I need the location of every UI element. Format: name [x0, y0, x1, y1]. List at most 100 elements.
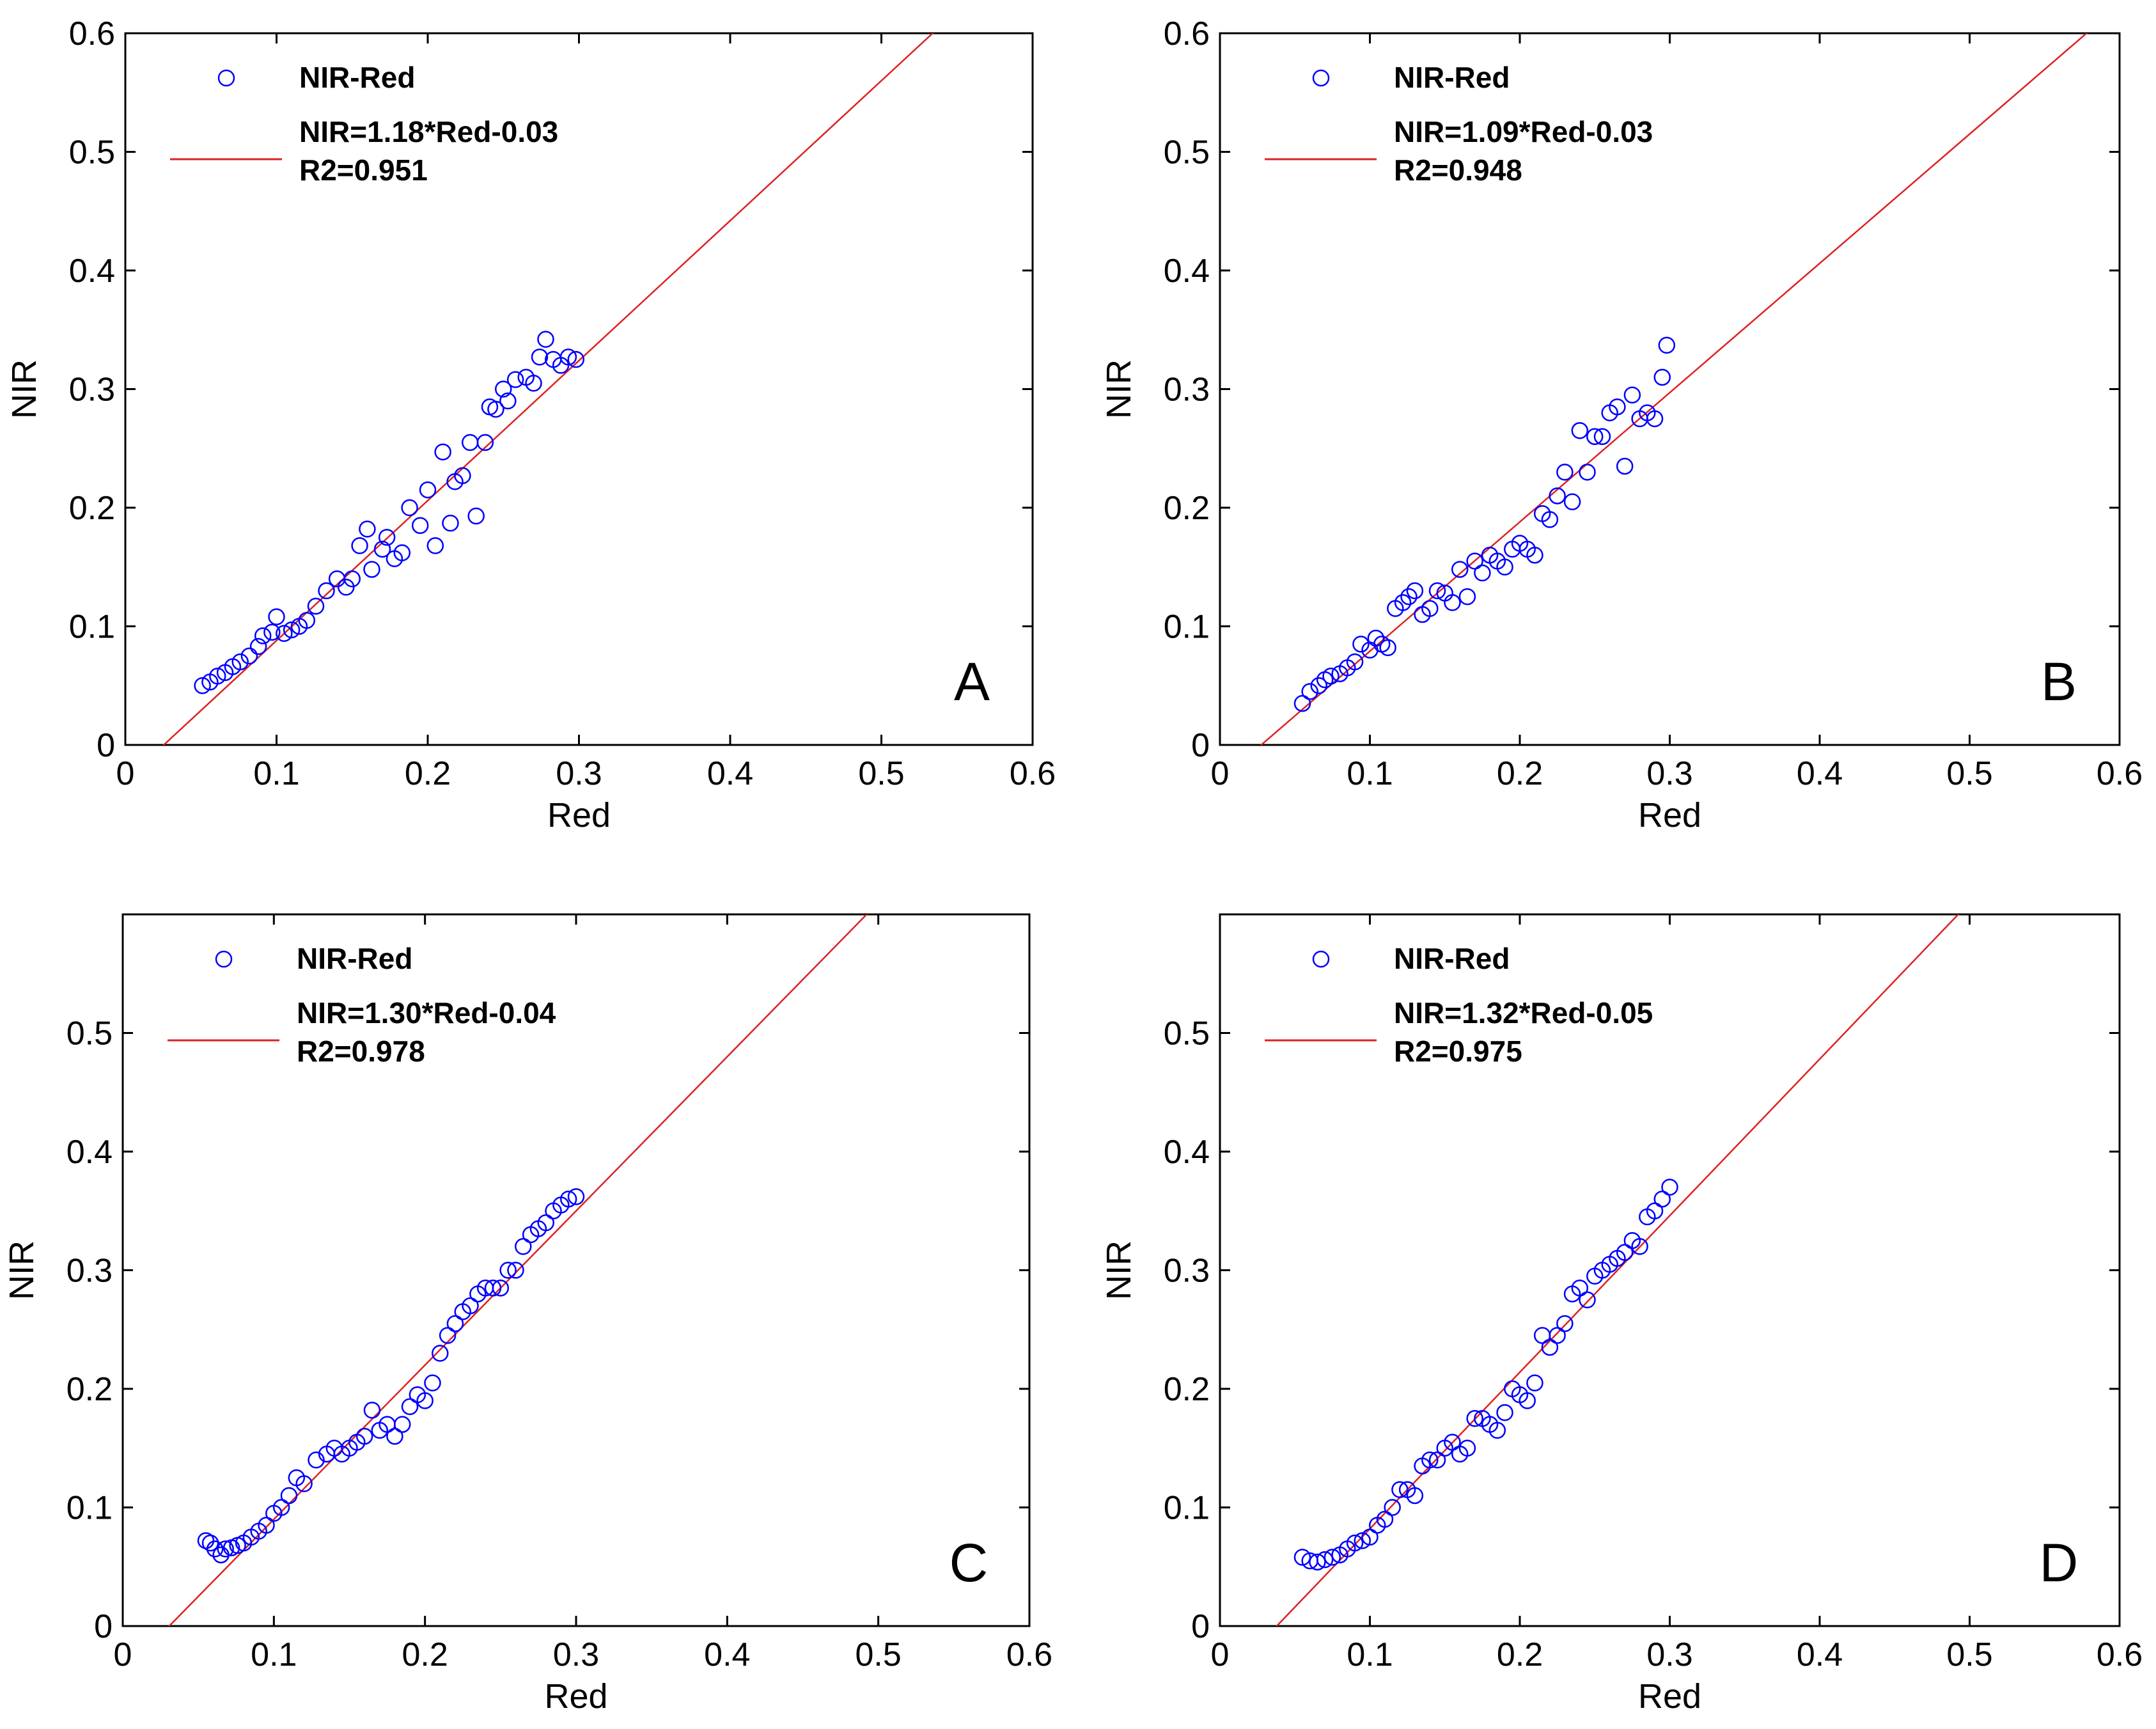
data-point: [531, 348, 549, 366]
x-tick-label: 0: [114, 1636, 132, 1673]
data-point: [194, 677, 211, 694]
data-point: [1458, 588, 1476, 606]
x-tick-label: 0.6: [1006, 1636, 1052, 1673]
data-point: [1556, 1315, 1574, 1333]
data-point: [1310, 677, 1328, 694]
data-point: [416, 1392, 434, 1409]
legend-series-label: NIR-Red: [297, 942, 412, 975]
data-point: [1376, 1510, 1394, 1528]
x-tick-label: 0.6: [2097, 755, 2143, 792]
data-point: [1593, 428, 1611, 445]
axes-frame: [124, 32, 1034, 746]
y-tick-label: 0.3: [66, 1253, 113, 1290]
data-point: [467, 507, 485, 525]
data-point: [1354, 1532, 1371, 1549]
data-point: [1309, 1553, 1326, 1571]
data-point: [1541, 1338, 1559, 1356]
y-tick-label: 0.5: [1164, 1015, 1210, 1052]
data-point: [1571, 1279, 1589, 1297]
data-point: [537, 1214, 554, 1232]
data-point: [1466, 1410, 1483, 1427]
data-point: [537, 331, 554, 348]
data-point: [276, 625, 293, 642]
data-point: [1458, 1439, 1476, 1457]
panel-letter: D: [2040, 1533, 2079, 1593]
data-point: [355, 1427, 373, 1445]
data-point: [1653, 1190, 1671, 1208]
data-point: [268, 608, 285, 625]
axes-frame: [1219, 913, 2121, 1627]
panel-letter: A: [954, 652, 990, 712]
data-point: [1444, 1434, 1461, 1451]
data-point: [1488, 1421, 1506, 1439]
data-point: [1563, 493, 1581, 510]
data-point: [495, 380, 512, 398]
data-point: [393, 544, 411, 561]
data-point: [1394, 594, 1412, 611]
data-point: [1324, 1549, 1341, 1566]
x-tick-label: 0.1: [251, 1636, 297, 1673]
x-tick-label: 0: [1211, 755, 1230, 792]
data-point: [298, 611, 316, 629]
data-point: [231, 653, 249, 671]
fit-line: [162, 33, 934, 745]
x-tick-label: 0.2: [402, 1636, 448, 1673]
data-point: [1616, 1244, 1634, 1261]
y-tick-label: 0.4: [69, 253, 115, 290]
data-point: [1293, 1549, 1311, 1566]
data-point: [307, 597, 325, 615]
legend-fit-equation: NIR=1.30*Red-0.04: [297, 996, 556, 1029]
data-point: [434, 443, 451, 461]
data-point: [454, 467, 471, 485]
y-tick-label: 0: [1191, 1608, 1210, 1645]
legend-r2: R2=0.951: [299, 153, 428, 187]
panel-letter: B: [2041, 652, 2077, 712]
data-point: [1301, 683, 1318, 700]
y-tick-label: 0: [97, 727, 115, 764]
data-point: [525, 374, 542, 392]
x-tick-label: 0: [1211, 1636, 1230, 1673]
data-point: [263, 623, 281, 641]
data-point: [419, 481, 437, 499]
data-point: [499, 1262, 517, 1279]
legend-marker: [1312, 950, 1330, 968]
data-point: [506, 371, 524, 388]
legend-fit-equation: NIR=1.09*Red-0.03: [1394, 115, 1653, 148]
x-tick-label: 0.3: [1646, 1636, 1692, 1673]
x-axis-label: Red: [547, 796, 611, 834]
data-point: [401, 499, 418, 517]
x-axis-label: Red: [1638, 1677, 1701, 1716]
data-point: [295, 1475, 313, 1492]
data-point: [1384, 1499, 1401, 1516]
data-point: [217, 1540, 234, 1558]
data-point: [258, 1517, 275, 1534]
data-point: [401, 1398, 419, 1416]
data-point: [1428, 582, 1446, 600]
y-tick-label: 0.1: [69, 609, 115, 646]
legend-marker: [217, 69, 235, 87]
data-point: [1316, 1551, 1334, 1569]
data-point: [484, 1279, 502, 1297]
data-point: [1367, 629, 1385, 647]
data-point: [1586, 428, 1604, 445]
data-point: [363, 1402, 381, 1419]
data-point: [1623, 386, 1641, 404]
data-point: [1361, 1528, 1379, 1546]
data-point: [1616, 457, 1634, 475]
scatter-panel-b: 0 0.1 0.2 0.3 0.4 0.5 0.6 0 0.1 0.2 0.3 0.4 0.5 0.6 Re…: [1100, 15, 2143, 834]
data-point: [1346, 653, 1364, 671]
data-point: [411, 517, 429, 535]
data-point: [476, 434, 494, 451]
data-point: [1646, 1202, 1664, 1219]
data-point: [254, 627, 272, 645]
data-point: [567, 350, 585, 368]
data-point: [1549, 487, 1566, 505]
data-point: [373, 540, 391, 558]
x-tick-label: 0: [116, 755, 135, 792]
data-point: [283, 621, 301, 639]
y-tick-label: 0.4: [66, 1134, 113, 1171]
data-point: [1421, 600, 1439, 617]
y-tick-label: 0.2: [1164, 1371, 1210, 1408]
data-point: [201, 1534, 219, 1552]
data-point: [515, 1238, 532, 1255]
